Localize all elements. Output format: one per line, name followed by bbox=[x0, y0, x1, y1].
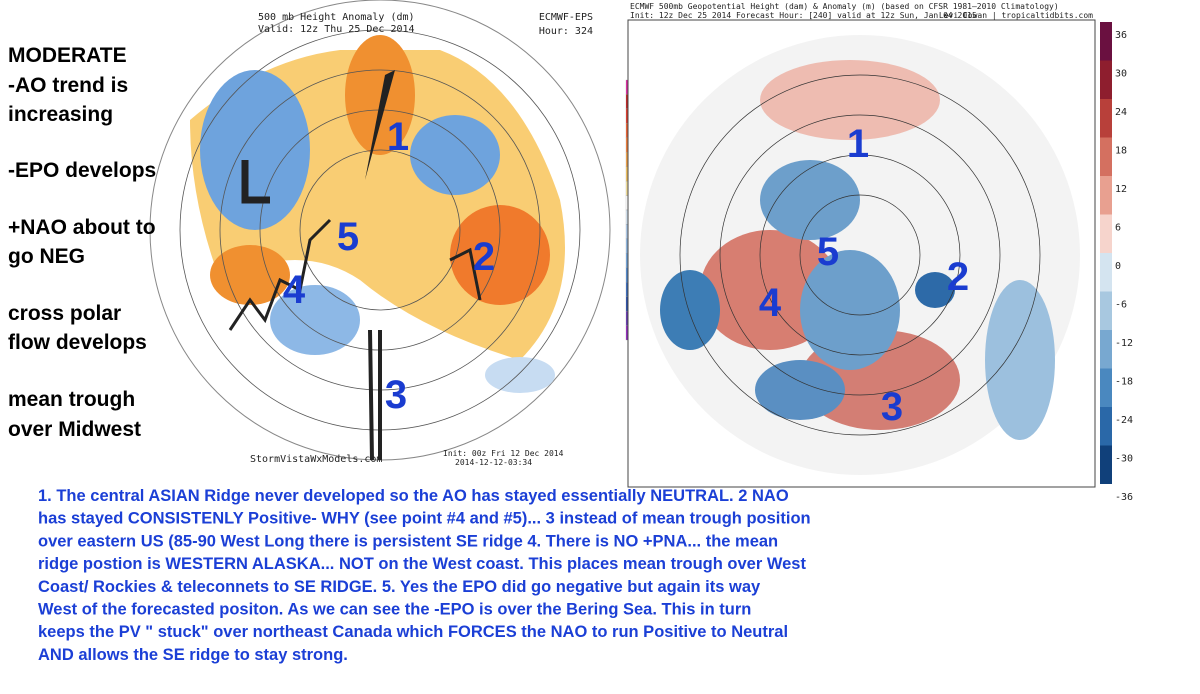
paragraph-line: has stayed CONSISTENLY Positive- WHY (se… bbox=[38, 510, 811, 528]
left-notes: MODERATE -AO trend is increasing -EPO devel… bbox=[8, 44, 156, 441]
left-map-hour: Hour: 324 bbox=[539, 26, 593, 37]
left-map-valid: Valid: 12z Thu 25 Dec 2014 bbox=[258, 24, 415, 35]
left-map-credit: StormVistaWxModels.com bbox=[250, 454, 382, 465]
map-marker: 4 bbox=[283, 268, 306, 312]
colorbar-label: 12 bbox=[1115, 184, 1127, 195]
colorbar-segment bbox=[1100, 214, 1112, 253]
paragraph-line: 1. The central ASIAN Ridge never develop… bbox=[38, 487, 789, 505]
note-line: mean trough bbox=[8, 388, 135, 411]
note-line: flow develops bbox=[8, 331, 147, 354]
colorbar-segment bbox=[1100, 137, 1112, 176]
map-marker: 4 bbox=[759, 281, 782, 325]
paragraph: 1. The central ASIAN Ridge never develop… bbox=[38, 487, 811, 664]
note-line: -EPO develops bbox=[8, 159, 156, 182]
map-marker: 3 bbox=[881, 385, 903, 429]
colorbar-label: -36 bbox=[1115, 492, 1133, 503]
colorbar-label: 24 bbox=[1115, 107, 1127, 118]
colorbar-segment bbox=[1100, 445, 1112, 484]
map-marker: 1 bbox=[387, 115, 409, 159]
map-marker: 5 bbox=[337, 215, 359, 259]
right-colorbar: 36 30 24 18 12 6 0 -6 -12 -18 -24 -30 -36 bbox=[1100, 22, 1133, 503]
colorbar-segment bbox=[1100, 22, 1112, 61]
colorbar-label: -6 bbox=[1115, 300, 1127, 311]
colorbar-segment bbox=[1100, 330, 1112, 369]
colorbar-segment bbox=[1100, 407, 1112, 446]
right-map-title: ECMWF 500mb Geopotential Height (dam) & … bbox=[630, 2, 1059, 11]
colorbar-label: 18 bbox=[1115, 146, 1127, 157]
paragraph-line: AND allows the SE ridge to stay strong. bbox=[38, 646, 348, 664]
note-line: cross polar bbox=[8, 302, 121, 325]
right-map: ECMWF 500mb Geopotential Height (dam) & … bbox=[627, 2, 1096, 488]
colorbar-segment bbox=[1100, 60, 1112, 99]
note-line: go NEG bbox=[8, 245, 85, 268]
colorbar-label: -30 bbox=[1115, 454, 1133, 465]
colorbar-label: -24 bbox=[1115, 415, 1133, 426]
left-map-model: ECMWF-EPS bbox=[539, 12, 593, 23]
left-map: 500 mb Height Anomaly (dm) Valid: 12z Th… bbox=[149, 0, 620, 470]
colorbar-segment bbox=[1100, 368, 1112, 407]
paragraph-line: over eastern US (85-90 West Long there i… bbox=[38, 532, 778, 550]
note-line: MODERATE bbox=[8, 44, 127, 67]
paragraph-line: Coast/ Rockies & teleconnets to SE RIDGE… bbox=[38, 578, 761, 596]
map-marker: 2 bbox=[473, 235, 495, 279]
colorbar-segment bbox=[1100, 291, 1112, 330]
right-map-credit: Levi Cowan | tropicaltidbits.com bbox=[939, 11, 1093, 20]
paragraph-line: West of the forecasted positon. As we ca… bbox=[38, 601, 751, 619]
paragraph-line: ridge postion is WESTERN ALASKA... NOT o… bbox=[38, 555, 806, 573]
note-line: increasing bbox=[8, 103, 113, 126]
colorbar-label: 30 bbox=[1115, 69, 1127, 80]
left-map-title: 500 mb Height Anomaly (dm) bbox=[258, 12, 415, 23]
colorbar-label: -18 bbox=[1115, 377, 1133, 388]
colorbar-label: 0 bbox=[1115, 261, 1121, 272]
left-map-stamp: 2014-12-12-03:34 bbox=[455, 458, 532, 467]
map-marker: 5 bbox=[817, 230, 839, 274]
map-marker: 3 bbox=[385, 373, 407, 417]
colorbar-label: 6 bbox=[1115, 223, 1121, 234]
note-line: -AO trend is bbox=[8, 74, 128, 97]
colorbar-segment bbox=[1100, 253, 1112, 292]
paragraph-line: keeps the PV " stuck" over northeast Can… bbox=[38, 623, 788, 641]
colorbar-segment bbox=[1100, 99, 1112, 138]
colorbar-label: 36 bbox=[1115, 30, 1127, 41]
map-marker: 1 bbox=[847, 122, 869, 166]
note-line: over Midwest bbox=[8, 418, 141, 441]
right-map-subtitle: Init: 12z Dec 25 2014 Forecast Hour: [24… bbox=[630, 11, 977, 20]
map-marker: 2 bbox=[947, 255, 969, 299]
colorbar-segment bbox=[1100, 176, 1112, 215]
note-line: +NAO about to bbox=[8, 216, 156, 239]
colorbar-label: -12 bbox=[1115, 338, 1133, 349]
left-map-init: Init: 00z Fri 12 Dec 2014 bbox=[443, 449, 564, 458]
